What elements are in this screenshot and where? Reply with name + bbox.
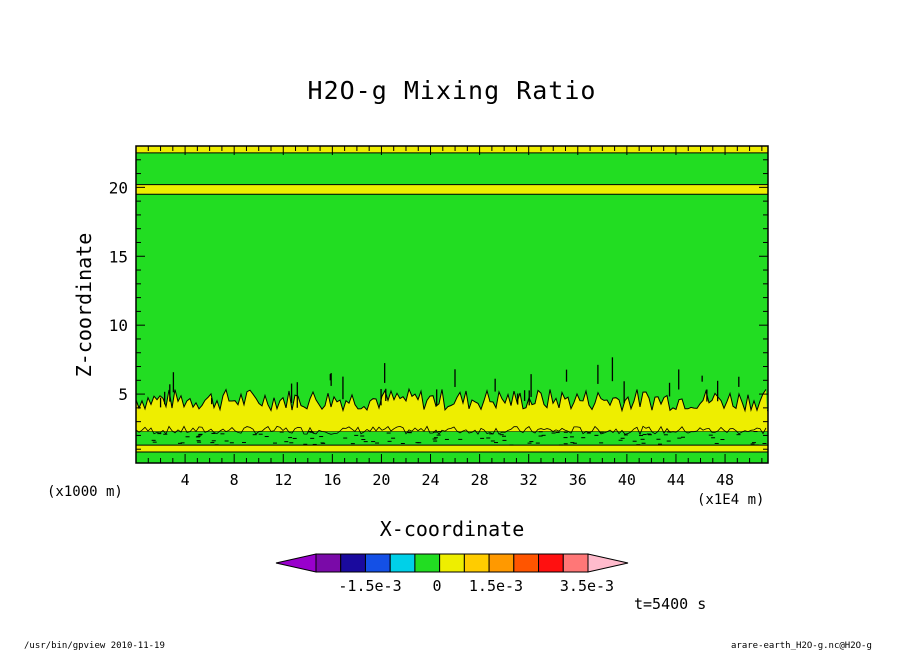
x-axis-unit: (x1E4 m) [697, 492, 765, 508]
colorbar-swatch [439, 553, 465, 573]
x-ticks: 4 8 12 16 20 24 28 32 36 40 44 48 [147, 146, 763, 489]
contour-layer-1 [136, 445, 768, 452]
y-tick-label: 5 [118, 385, 128, 404]
x-tick-label: 32 [520, 471, 538, 489]
plot-frame [135, 145, 769, 464]
colorbar-swatch [488, 553, 515, 573]
x-tick-label: 8 [230, 471, 239, 489]
chart-title: H2O-g Mixing Ratio [307, 76, 597, 105]
moist-ridge-contour [135, 387, 767, 413]
colorbar-swatch [389, 553, 416, 573]
y-axis-unit: (x1000 m) [47, 484, 123, 500]
colorbar: -1.5e-3 0 1.5e-3 3.5e-3 [275, 553, 629, 595]
colorbar-swatch [463, 553, 490, 573]
x-tick-label: 28 [471, 471, 489, 489]
contour-layer-0 [136, 451, 768, 463]
colorbar-swatch [513, 553, 540, 573]
colorbar-label: -1.5e-3 [338, 577, 401, 595]
x-tick-label: 16 [323, 471, 341, 489]
contour-spikes [135, 357, 768, 446]
y-tick-label: 20 [109, 178, 128, 197]
x-tick-label: 36 [569, 471, 587, 489]
x-tick-label: 12 [274, 471, 292, 489]
moist-ridge-fill [136, 389, 768, 432]
y-ticks: 5 10 15 20 [109, 159, 768, 450]
colorbar-swatch [340, 553, 366, 573]
x-tick-label: 44 [667, 471, 685, 489]
x-tick-label: 4 [181, 471, 190, 489]
colorbar-label: 1.5e-3 [469, 577, 523, 595]
contour-layer-4 [136, 194, 768, 411]
x-tick-label: 48 [716, 471, 734, 489]
time-label: t=5400 s [634, 595, 707, 613]
colorbar-swatch [562, 553, 589, 573]
y-tick-label: 10 [109, 316, 128, 335]
contour-layer-5 [136, 184, 768, 195]
colorbar-swatch [538, 553, 564, 573]
contour-layer-6 [136, 152, 768, 185]
contour-layer-2 [136, 431, 768, 446]
x-tick-label: 24 [421, 471, 439, 489]
x-tick-label: 20 [372, 471, 390, 489]
colorbar-over-arrow [587, 553, 629, 573]
colorbar-under-arrow [275, 553, 317, 573]
y-tick-label: 15 [109, 247, 128, 266]
footer-left: /usr/bin/gpview 2010-11-19 [24, 641, 165, 651]
colorbar-label: 3.5e-3 [560, 577, 614, 595]
lower-ridge-contour [135, 425, 767, 436]
colorbar-label: 0 [432, 577, 441, 595]
x-tick-label: 40 [618, 471, 636, 489]
colorbar-swatch [315, 553, 342, 573]
colorbar-swatch [414, 553, 441, 573]
footer-right: arare-earth_H2O-g.nc@H2O-g [731, 641, 872, 651]
colorbar-swatch [364, 553, 391, 573]
contour-layer-7 [136, 146, 768, 153]
x-axis-label: X-coordinate [379, 517, 525, 541]
